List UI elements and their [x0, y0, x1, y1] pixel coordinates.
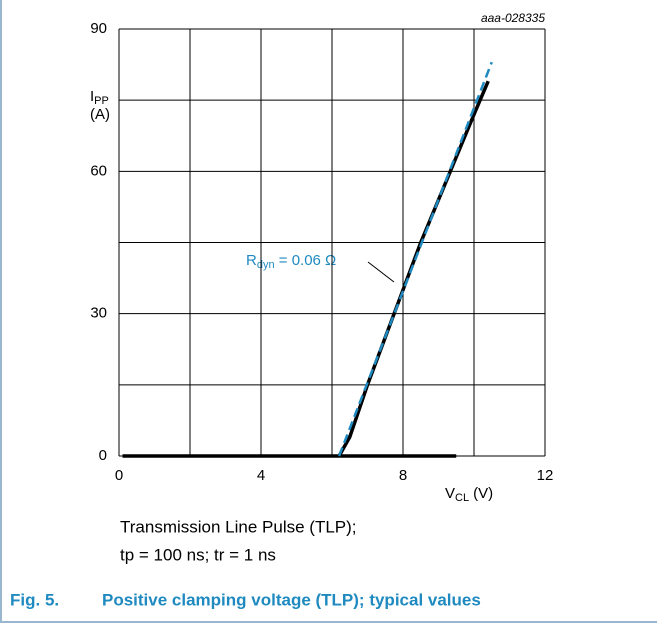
- x-tick-label: 0: [115, 467, 123, 484]
- x-label-main: V: [445, 485, 455, 502]
- ann-rest: = 0.06 Ω: [275, 252, 337, 269]
- x-tick-label: 4: [257, 467, 265, 484]
- caption-line: tp = 100 ns; tr = 1 ns: [120, 545, 276, 564]
- data-line: [337, 61, 493, 457]
- ann-main: R: [246, 252, 257, 269]
- figure-title: Positive clamping voltage (TLP); typical…: [102, 590, 481, 609]
- x-label-sub: CL: [455, 492, 469, 504]
- y-label-sub: PP: [94, 95, 109, 107]
- ann-sub: dyn: [257, 259, 275, 271]
- y-tick-label: 60: [90, 162, 107, 179]
- y-axis-unit: (A): [90, 106, 110, 123]
- annotation: Rdyn = 0.06 Ω: [246, 252, 336, 271]
- y-tick-label: 0: [99, 447, 107, 464]
- x-label-unit: (V): [473, 485, 493, 502]
- x-axis-label: VCL (V): [445, 485, 493, 504]
- y-axis-label: IPP: [90, 88, 109, 107]
- caption-line: Transmission Line Pulse (TLP);: [120, 517, 357, 536]
- y-tick-label: 90: [90, 20, 107, 37]
- figure-label: Fig. 5.: [10, 590, 59, 609]
- annotation-leader: [367, 261, 395, 283]
- x-tick-label: 12: [537, 467, 554, 484]
- y-label-main: I: [90, 88, 94, 105]
- figure-id: aaa-028335: [481, 11, 545, 25]
- y-tick-label: 30: [90, 305, 107, 322]
- x-tick-label: 8: [399, 467, 407, 484]
